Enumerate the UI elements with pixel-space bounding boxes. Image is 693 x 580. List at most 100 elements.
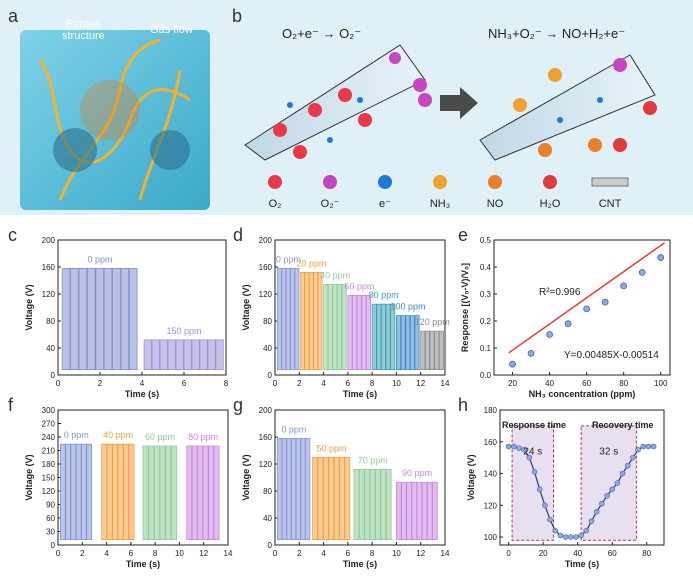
series-label-d-3: 60 ppm [344,281,374,291]
series-label-c-0: 0 ppm [87,254,112,264]
x-tick-label: 4 [321,379,326,388]
x-tick-label: 12 [199,549,208,558]
y-tick-label: 200 [42,236,56,245]
pulse-g-3 [401,481,407,540]
legend-label-3: NH₃ [430,198,450,210]
data-point [547,516,553,523]
pulse-d-0 [294,267,300,370]
pulse-f-0 [81,443,87,540]
y-tick-label: 120 [259,460,273,469]
pulse-d-2 [337,284,343,370]
pulse-f-3 [213,445,220,540]
series-label-g-2: 70 ppm [358,455,388,465]
pulse-c-0 [87,267,96,370]
y-tick-label: 40 [263,514,272,523]
series-label-g-1: 50 ppm [316,443,346,453]
x-tick-label: 0 [56,379,61,388]
x-tick-label: 20 [539,549,548,558]
chart-d-frame [274,239,446,376]
x-tick-label: 8 [370,379,375,388]
y-tick-label: 200 [259,236,273,245]
panel-label-b: b [232,6,243,26]
x-axis-label: Time (s) [565,559,599,569]
legend-label-5: H₂O [540,198,561,210]
data-point [638,268,646,276]
recovery-time-label: Recovery time [592,420,654,430]
pulse-g-3 [396,481,402,540]
data-point [567,534,574,540]
pulse-f-2 [159,445,166,540]
pulse-d-3 [347,294,353,370]
x-tick-label: 14 [441,549,450,558]
y-axis-label: Voltage (V) [241,284,251,330]
porous-label-line2: structure [62,30,105,42]
pulse-f-1 [128,443,135,540]
pulse-g-3 [416,481,423,540]
x-tick-label: 14 [224,549,233,558]
pulse-c-1 [207,339,216,370]
pulse-d-6 [420,330,426,370]
data-point [599,500,605,507]
series-label-f-2: 60 ppm [145,432,175,442]
pulse-g-2 [385,469,392,540]
pulse-g-1 [339,456,345,540]
x-tick-label: 2 [297,549,302,558]
series-label-c-1: 150 ppm [166,326,201,336]
pulse-c-1 [215,339,224,370]
x-tick-label: 4 [321,549,326,558]
pulse-d-1 [300,272,305,370]
y-tick-label: 100 [484,533,498,542]
y-tick-label: 80 [263,487,272,496]
series-label-f-3: 80 ppm [188,432,218,442]
pulse-d-5 [414,315,420,370]
y-tick-label: 160 [42,263,56,272]
pulse-c-1 [183,339,192,370]
pulse-c-0 [78,267,88,370]
pulse-d-4 [385,303,391,370]
x-tick-label: 6 [346,549,351,558]
y-axis-label: Voltage (V) [241,454,251,500]
series-label-d-2: 40 ppm [320,271,350,281]
x-tick-label: 40 [573,549,582,558]
pulse-d-0 [285,267,291,370]
x-tick-label: 0 [273,379,278,388]
x-tick-label: 2 [98,379,103,388]
panel-b-illustration [244,44,657,161]
pulse-g-0 [291,437,297,540]
legend-swatch-5 [543,175,557,189]
x-tick-label: 2 [297,379,302,388]
y-tick-label: 200 [259,406,273,415]
pulse-f-1 [112,443,119,540]
data-point [526,454,533,461]
y-tick-label: 0 [268,541,273,550]
pulse-d-2 [327,284,333,370]
pulse-f-0 [65,443,71,540]
y-axis-label: Voltage (V) [466,454,476,500]
pulse-g-3 [406,481,412,540]
pulse-c-0 [129,267,138,370]
reaction-equation-2: NH₃+O₂⁻ → NO+H₂+e⁻ [488,26,626,41]
series-label-d-1: 20 ppm [296,258,326,268]
pulse-g-0 [281,437,287,540]
pulse-c-0 [70,267,79,370]
y-tick-label: 0.0 [480,371,492,380]
data-point [609,486,616,493]
pulse-c-1 [159,339,168,370]
pulse-g-1 [317,456,324,540]
series-label-d-4: 80 ppm [369,290,399,300]
pulse-d-4 [390,303,396,370]
data-point [645,443,652,450]
series-label-g-3: 90 ppm [402,468,432,478]
chart-e: 20 40 60 80 100 0.0 0.1 0.2 0.3 0.4 0.5 NH₃ concent… [460,236,671,399]
pulse-c-0 [95,267,104,370]
x-tick-label: 80 [619,379,628,388]
y-tick-label: 80 [46,317,55,326]
pulse-f-2 [165,445,172,540]
x-tick-label: 20 [508,379,517,388]
chart-h: 0 20 40 60 80 100 120 140 160 180 Time (s) Voltage … [466,406,665,569]
pulse-d-5 [400,315,406,370]
pulse-f-1 [101,443,108,540]
pulse-d-4 [371,303,377,370]
pulse-g-2 [364,469,371,540]
